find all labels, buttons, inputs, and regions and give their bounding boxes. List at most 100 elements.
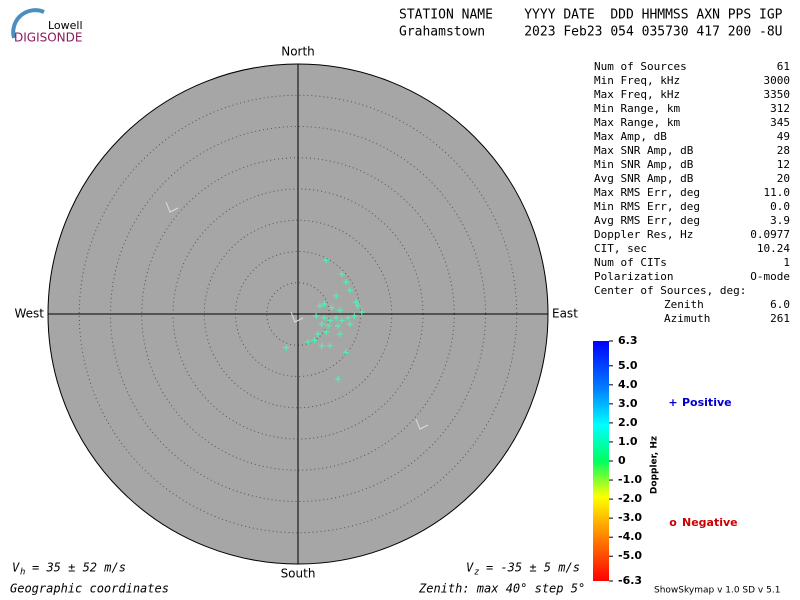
source-point [338, 317, 345, 324]
stat-value: O-mode [750, 270, 790, 283]
stat-center-label: Center of Sources, deg: [594, 284, 746, 297]
source-point [315, 331, 321, 337]
source-point [311, 337, 318, 344]
stat-label: Max RMS Err, deg [594, 186, 700, 199]
vz-text: = -35 ± 5 m/s [486, 561, 580, 575]
stat-value: 20 [777, 172, 790, 185]
source-point [318, 342, 325, 349]
vh-sub: h [20, 568, 25, 578]
stat-value: 345 [770, 116, 790, 129]
stat-value: 0.0977 [750, 228, 790, 241]
stat-label: Polarization [594, 270, 673, 283]
direction-east: East [552, 307, 578, 321]
source-point [353, 299, 360, 306]
colorbar-tick-label: -6.3 [618, 574, 642, 587]
stat-label: Min Freq, kHz [594, 74, 680, 87]
grid-mark [415, 418, 429, 430]
direction-north: North [281, 45, 315, 59]
stat-value: 49 [777, 130, 790, 143]
stat-value: 6.0 [770, 298, 790, 311]
source-point [313, 312, 320, 319]
source-point [328, 304, 335, 311]
source-point [333, 292, 340, 299]
footer-zenith: Zenith: max 40° step 5° [418, 582, 585, 596]
source-point [305, 339, 311, 346]
colorbar-tick-label: 1.0 [618, 435, 638, 448]
colorbar-tick-label: -2.0 [618, 492, 642, 505]
stat-value: 28 [777, 144, 790, 157]
direction-west: West [14, 307, 44, 321]
stat-value: 3000 [764, 74, 791, 87]
source-point [326, 317, 333, 324]
stat-value: 0.0 [770, 200, 790, 213]
colorbar-tick-label: 6.3 [618, 334, 638, 347]
colorbar-tick-label: 3.0 [618, 397, 638, 410]
stat-value: 10.24 [757, 242, 790, 255]
stat-label: Azimuth [664, 312, 710, 325]
source-point [316, 302, 323, 309]
stat-label: Avg SNR Amp, dB [594, 172, 694, 185]
stat-value: 3.9 [770, 214, 790, 227]
stat-value: 312 [770, 102, 790, 115]
source-point [346, 287, 353, 294]
stat-value: 261 [770, 312, 790, 325]
stat-label: Max Range, km [594, 116, 680, 129]
stat-label: CIT, sec [594, 242, 647, 255]
source-point [335, 376, 341, 382]
logo-top: Lowell [48, 19, 83, 32]
source-point [336, 331, 343, 337]
stat-label: Max Amp, dB [594, 130, 667, 143]
stat-label: Min Range, km [594, 102, 680, 115]
colorbar-tick-label: 5.0 [618, 359, 638, 372]
stat-value: 11.0 [764, 186, 791, 199]
source-point [321, 314, 328, 321]
legend-symbol: o [669, 516, 677, 529]
source-point [336, 307, 343, 314]
vh-symbol: V [12, 561, 20, 575]
stat-value: 12 [777, 158, 790, 171]
grid-mark [290, 311, 304, 323]
legend-symbol: + [668, 396, 677, 409]
stat-value: 3350 [764, 88, 791, 101]
footer-coordinates: Geographic coordinates [10, 582, 169, 596]
source-point [355, 302, 361, 309]
stat-label: Min SNR Amp, dB [594, 158, 694, 171]
colorbar-tick-label: 0 [618, 454, 626, 467]
stat-label: Max Freq, kHz [594, 88, 680, 101]
colorbar-tick-label: -5.0 [618, 549, 642, 562]
source-point [343, 349, 350, 356]
source-point [323, 257, 330, 264]
source-point [318, 321, 325, 327]
legend-label: Positive [682, 396, 732, 409]
source-point [326, 342, 333, 349]
source-point [321, 301, 328, 307]
colorbar-tick-label: 2.0 [618, 416, 638, 429]
source-point [343, 279, 350, 286]
header-columns: STATION NAME YYYY DATE DDD HHMMSS AXN PP… [399, 8, 783, 23]
stat-label: Max SNR Amp, dB [594, 144, 694, 157]
stat-label: Min RMS Err, deg [594, 200, 700, 213]
direction-south: South [281, 567, 316, 581]
source-point [323, 329, 330, 336]
logo-bottom: DIGISONDE [14, 31, 82, 45]
colorbar [593, 341, 609, 581]
colorbar-tick-label: -1.0 [618, 473, 642, 486]
colorbar-tick-label: -4.0 [618, 530, 642, 543]
vh-text: = 35 ± 52 m/s [32, 561, 126, 575]
source-point [346, 321, 353, 327]
colorbar-tick-label: 4.0 [618, 378, 638, 391]
source-point [338, 271, 345, 277]
source-point [283, 344, 290, 351]
grid-mark [165, 201, 179, 213]
stat-value: 1 [783, 256, 790, 269]
colorbar-label: Doppler, Hz [650, 436, 660, 494]
source-point [351, 312, 358, 319]
stat-label: Num of CITs [594, 256, 667, 269]
header-values: Grahamstown 2023 Feb23 054 035730 417 20… [399, 25, 783, 40]
source-point [335, 322, 341, 329]
source-point [358, 309, 365, 316]
stat-label: Avg RMS Err, deg [594, 214, 700, 227]
stat-value: 61 [777, 60, 790, 73]
legend-label: Negative [682, 516, 738, 529]
